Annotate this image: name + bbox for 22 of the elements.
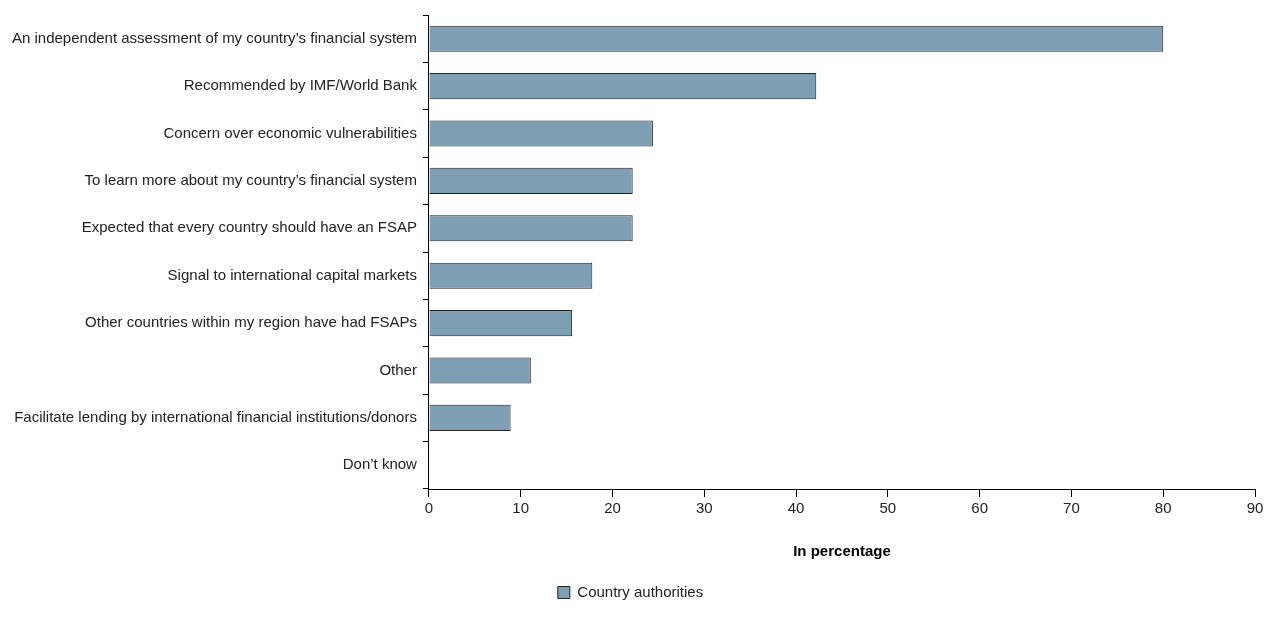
x-tick-label: 80 bbox=[1154, 499, 1172, 517]
y-tick-label: Recommended by IMF/World Bank bbox=[183, 76, 418, 94]
y-tick-label: Don’t know bbox=[342, 455, 418, 473]
y-tick-label: Other countries within my region have had FSAPs bbox=[85, 313, 417, 331]
y-tick-label: Facilitate lending by international financial institutions/donors bbox=[14, 408, 417, 426]
x-tick-label: 0 bbox=[424, 499, 434, 517]
y-tick-label: An independent assessment of my country’s financial system bbox=[11, 28, 417, 46]
x-tick-label: 20 bbox=[604, 499, 621, 517]
x-tick-label: 50 bbox=[879, 499, 897, 517]
x-tick-label: 10 bbox=[512, 499, 530, 517]
y-tick-label: Other bbox=[379, 360, 417, 378]
x-tick-label: 30 bbox=[695, 499, 713, 517]
x-tick-label: 40 bbox=[787, 499, 805, 517]
y-tick-label: To learn more about my country’s financial system bbox=[84, 171, 417, 189]
x-axis-title: In percentage bbox=[793, 542, 891, 560]
x-tick-label: 70 bbox=[1063, 499, 1080, 517]
y-tick-label: Expected that every country should have an FSAP bbox=[81, 218, 417, 236]
legend-label: Country authorities bbox=[577, 582, 704, 600]
y-tick-label: Concern over economic vulnerabilities bbox=[163, 123, 417, 141]
x-tick-label: 60 bbox=[971, 499, 988, 517]
y-tick-label: Signal to international capital markets bbox=[167, 265, 417, 283]
x-tick-label: 90 bbox=[1246, 499, 1264, 517]
